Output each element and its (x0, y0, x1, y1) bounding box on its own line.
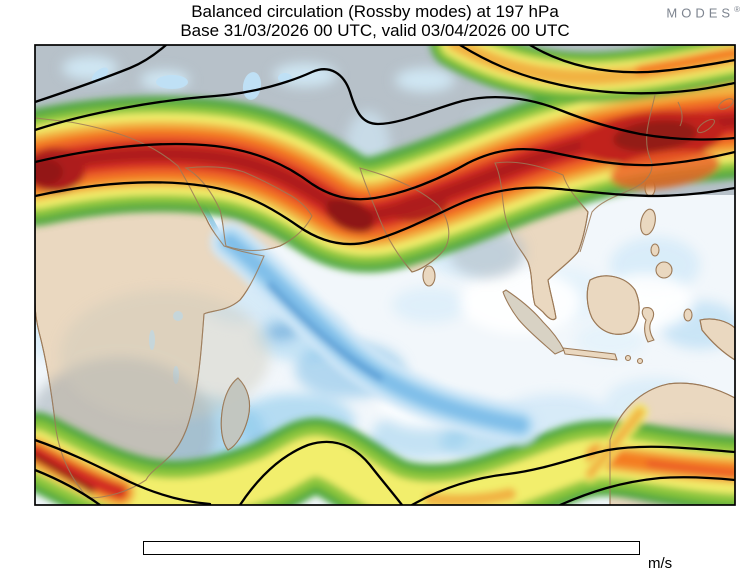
bali-island (624, 354, 632, 362)
southern-jet-band (35, 404, 735, 505)
chart-subtitle: Base 31/03/2026 00 UTC, valid 03/04/2026… (180, 21, 570, 40)
korea-coastline (677, 101, 683, 127)
sulawesi-island (641, 307, 655, 343)
east-asia-coastline (579, 94, 656, 253)
sri-lanka-island (422, 265, 436, 287)
mindanao-island (655, 261, 673, 279)
contour-1240-south-east (410, 445, 735, 505)
upper-ridge-streak (430, 45, 735, 103)
halmahera-island (683, 308, 693, 322)
contour-south-corner-2 (35, 468, 102, 505)
contour-south-corner-3 (558, 476, 735, 505)
contour-1160 (528, 45, 735, 74)
map-content (35, 45, 735, 505)
map-canvas (34, 44, 736, 506)
contour-1180-east (458, 45, 735, 95)
lombok-island (636, 357, 644, 365)
black-sea (156, 75, 188, 89)
modes-logo-text: MODES (666, 5, 735, 21)
sumatra-island (502, 289, 565, 355)
map-border (34, 44, 736, 506)
chart-title-block: Balanced circulation (Rossby modes) at 1… (25, 2, 725, 40)
luzon-island (640, 208, 656, 236)
jet-stream-bands (35, 45, 735, 505)
contour-1200 (35, 68, 735, 141)
visayas-islands (650, 243, 660, 257)
contour-1240-south-west (238, 440, 404, 505)
colorbar (143, 541, 640, 555)
units-label: m/s (648, 555, 673, 572)
contour-1240-north (35, 181, 735, 246)
modes-logo: MODES® (666, 5, 740, 20)
java-island (562, 347, 618, 361)
cross-equatorial-blue-band (210, 222, 540, 445)
registered-mark-icon: ® (734, 5, 740, 14)
coastline-overlay (35, 94, 735, 505)
contour-1220 (35, 142, 735, 201)
contour-south-corner-1 (35, 438, 212, 505)
contour-lines (35, 45, 735, 505)
japan-island (696, 118, 716, 134)
japan-north-island (718, 98, 734, 110)
adriatic-sea (91, 67, 109, 83)
chart-title: Balanced circulation (Rossby modes) at 1… (191, 2, 559, 21)
contour-1180-west (35, 45, 168, 104)
